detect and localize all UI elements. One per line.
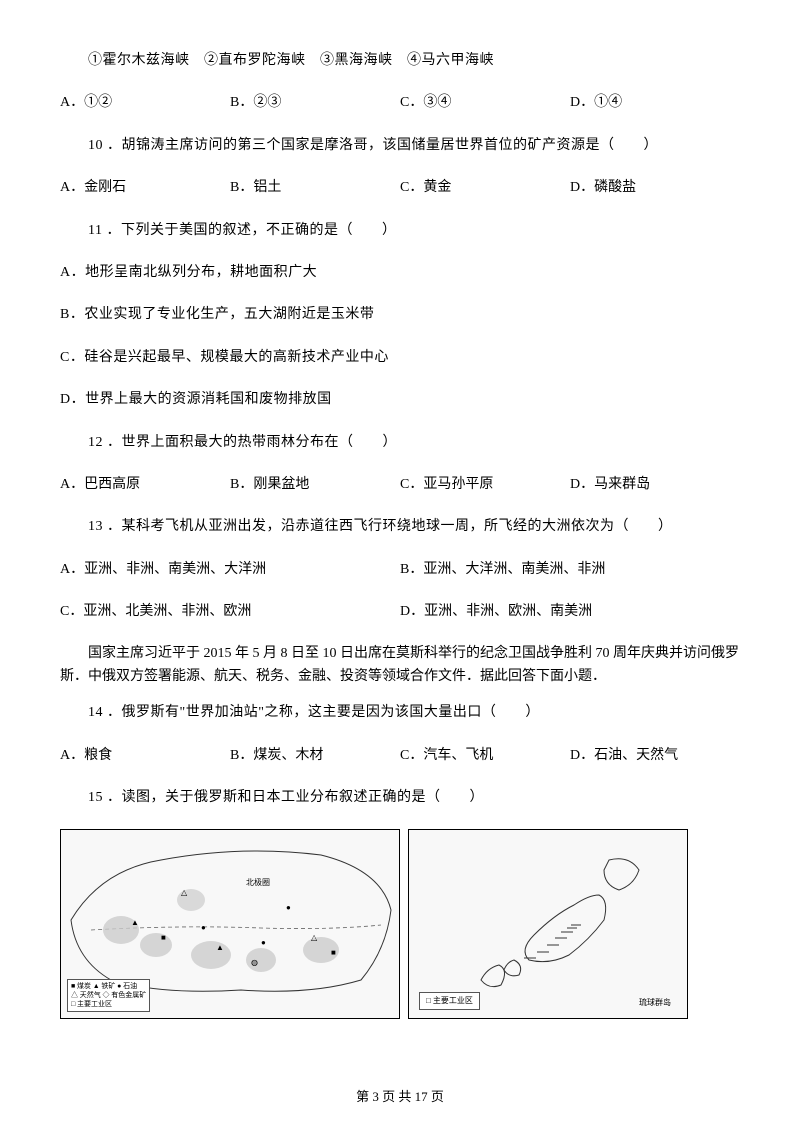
- ryukyu-label: 琉球群岛: [639, 997, 671, 1007]
- q12-stem: 12 ．世界上面积最大的热带雨林分布在（ ）: [60, 432, 740, 454]
- q14-stem: 14 ．俄罗斯有"世界加油站"之称，这主要是因为该国大量出口（ ）: [60, 702, 740, 724]
- q14-opt-b: B．煤炭、木材: [230, 745, 400, 767]
- q11-opt-b: B．农业实现了专业化生产，五大湖附近是玉米带: [60, 304, 740, 326]
- svg-text:▲: ▲: [131, 918, 139, 927]
- svg-text:北极圈: 北极圈: [246, 877, 270, 887]
- svg-text:●: ●: [261, 938, 266, 947]
- svg-text:◍: ◍: [251, 958, 258, 967]
- q9-opt-d: D．①④: [570, 92, 740, 114]
- q12-opt-c: C．亚马孙平原: [400, 474, 570, 496]
- q11-opt-a: A．地形呈南北纵列分布，耕地面积广大: [60, 262, 740, 284]
- q13-options-row1: A．亚洲、非洲、南美洲、大洋洲 B．亚洲、大洋洲、南美洲、非洲: [60, 559, 740, 581]
- russia-legend: ■ 煤炭 ▲ 铁矿 ● 石油 △ 天然气 ◇ 有色金属矿 □ 主要工业区: [67, 979, 150, 1012]
- svg-text:▲: ▲: [216, 943, 224, 952]
- q13-opt-d: D．亚洲、非洲、欧洲、南美洲: [400, 601, 740, 623]
- q13-options-row2: C．亚洲、北美洲、非洲、欧洲 D．亚洲、非洲、欧洲、南美洲: [60, 601, 740, 623]
- q12-options: A．巴西高原 B．刚果盆地 C．亚马孙平原 D．马来群岛: [60, 474, 740, 496]
- q9-opt-a: A．①②: [60, 92, 230, 114]
- svg-text:●: ●: [286, 903, 291, 912]
- russia-map: ▲ ■ ● ▲ ● ◍ △ ■ △ ● 北极圈 ■ 煤炭 ▲ 铁矿 ● 石油 △…: [60, 829, 400, 1019]
- japan-map: 琉球群岛 □ 主要工业区: [408, 829, 688, 1019]
- q10-opt-a: A．金刚石: [60, 177, 230, 199]
- legend-line-2: △ 天然气 ◇ 有色金属矿: [71, 991, 146, 1000]
- q13-opt-c: C．亚洲、北美洲、非洲、欧洲: [60, 601, 400, 623]
- legend-line-3: □ 主要工业区: [71, 1000, 146, 1009]
- q10-opt-d: D．磷酸盐: [570, 177, 740, 199]
- q10-stem: 10 ．胡锦涛主席访问的第三个国家是摩洛哥，该国储量居世界首位的矿产资源是（ ）: [60, 135, 740, 157]
- q11-stem: 11 ．下列关于美国的叙述，不正确的是（ ）: [60, 220, 740, 242]
- passage-text: 国家主席习近平于 2015 年 5 月 8 日至 10 日出席在莫斯科举行的纪念…: [60, 643, 740, 688]
- japan-legend: □ 主要工业区: [419, 992, 480, 1011]
- q13-stem: 13 ．某科考飞机从亚洲出发，沿赤道往西飞行环绕地球一周，所飞经的大洲依次为（ …: [60, 516, 740, 538]
- q12-opt-d: D．马来群岛: [570, 474, 740, 496]
- page-footer: 第 3 页 共 17 页: [0, 1087, 800, 1108]
- q11-opt-d: D．世界上最大的资源消耗国和废物排放国: [60, 389, 740, 411]
- svg-text:△: △: [181, 888, 188, 897]
- svg-text:■: ■: [161, 933, 166, 942]
- q14-opt-a: A．粮食: [60, 745, 230, 767]
- svg-text:△: △: [311, 933, 318, 942]
- legend-line-1: ■ 煤炭 ▲ 铁矿 ● 石油: [71, 982, 146, 991]
- q10-opt-c: C．黄金: [400, 177, 570, 199]
- q12-opt-b: B．刚果盆地: [230, 474, 400, 496]
- svg-text:●: ●: [201, 923, 206, 932]
- q14-options: A．粮食 B．煤炭、木材 C．汽车、飞机 D．石油、天然气: [60, 745, 740, 767]
- q9-items: ①霍尔木兹海峡 ②直布罗陀海峡 ③黑海海峡 ④马六甲海峡: [60, 50, 740, 72]
- q14-opt-d: D．石油、天然气: [570, 745, 740, 767]
- q11-opt-c: C．硅谷是兴起最早、规模最大的高新技术产业中心: [60, 347, 740, 369]
- svg-text:■: ■: [331, 948, 336, 957]
- q10-opt-b: B．铝土: [230, 177, 400, 199]
- q13-opt-b: B．亚洲、大洋洲、南美洲、非洲: [400, 559, 740, 581]
- q14-opt-c: C．汽车、飞机: [400, 745, 570, 767]
- maps-row: ▲ ■ ● ▲ ● ◍ △ ■ △ ● 北极圈 ■ 煤炭 ▲ 铁矿 ● 石油 △…: [60, 829, 740, 1019]
- q9-options: A．①② B．②③ C．③④ D．①④: [60, 92, 740, 114]
- q10-options: A．金刚石 B．铝土 C．黄金 D．磷酸盐: [60, 177, 740, 199]
- q9-opt-c: C．③④: [400, 92, 570, 114]
- q9-opt-b: B．②③: [230, 92, 400, 114]
- q12-opt-a: A．巴西高原: [60, 474, 230, 496]
- q13-opt-a: A．亚洲、非洲、南美洲、大洋洲: [60, 559, 400, 581]
- q15-stem: 15 ．读图，关于俄罗斯和日本工业分布叙述正确的是（ ）: [60, 787, 740, 809]
